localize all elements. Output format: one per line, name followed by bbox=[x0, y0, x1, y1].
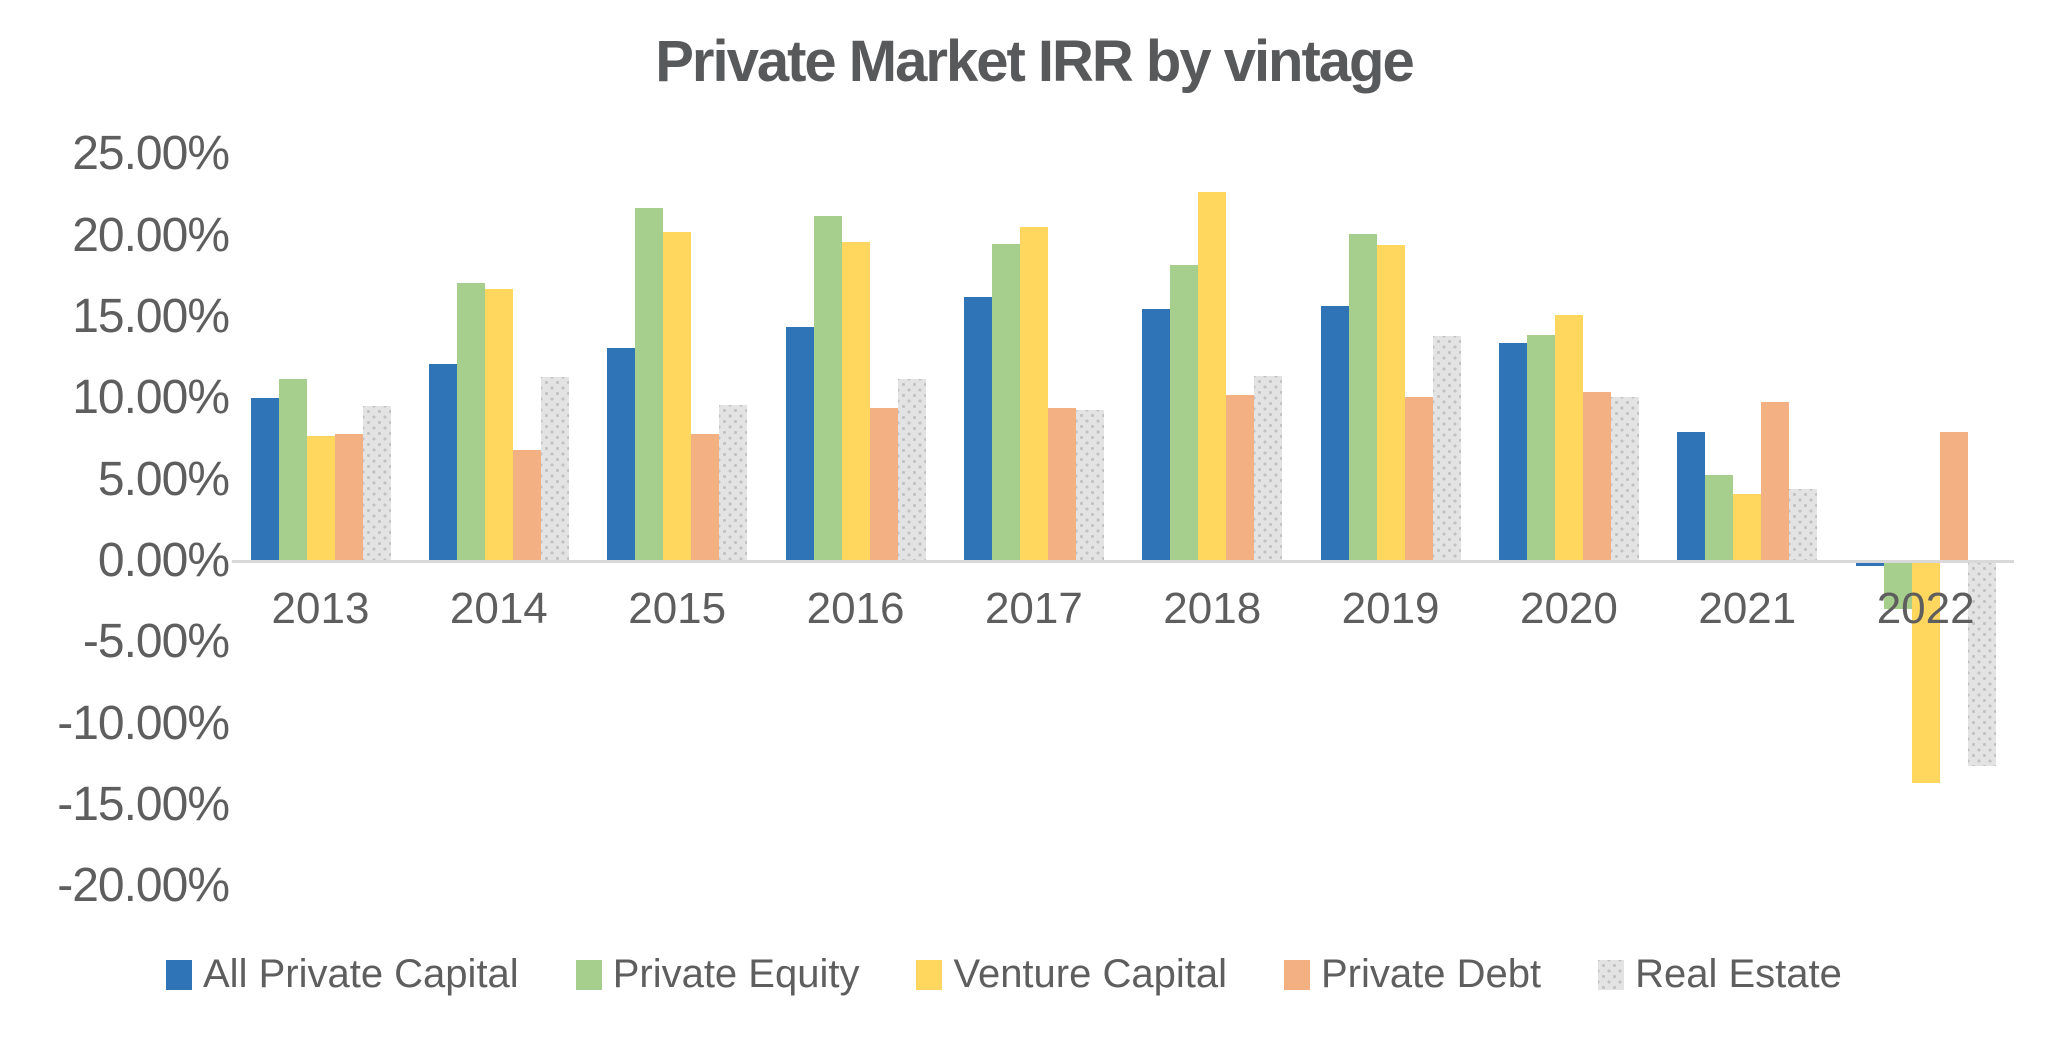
bar-venture-capital-2017 bbox=[1019, 227, 1048, 561]
x-axis-label-2013: 2013 bbox=[271, 584, 370, 633]
bar-real-estate-2017 bbox=[1075, 409, 1104, 561]
bar-venture-capital-2019 bbox=[1376, 245, 1405, 561]
bar-all-private-capital-2022 bbox=[1855, 563, 1884, 567]
y-axis-tick-label: 15.00% bbox=[72, 289, 230, 343]
bar-real-estate-2014 bbox=[540, 377, 569, 561]
bar-private-debt-2014 bbox=[512, 450, 541, 561]
bar-real-estate-2020 bbox=[1610, 396, 1639, 561]
y-axis-tick-label: -10.00% bbox=[57, 696, 230, 750]
x-axis-label-2018: 2018 bbox=[1163, 584, 1262, 633]
legend-label: All Private Capital bbox=[203, 952, 519, 996]
legend-swatch-icon bbox=[575, 959, 602, 990]
y-axis-tick-label: -20.00% bbox=[57, 859, 230, 913]
bar-all-private-capital-2019 bbox=[1320, 305, 1349, 561]
bar-private-debt-2017 bbox=[1047, 408, 1076, 561]
bar-all-private-capital-2013 bbox=[250, 398, 279, 561]
bar-private-equity-2014 bbox=[456, 282, 485, 561]
y-axis-tick-label: 20.00% bbox=[72, 208, 230, 262]
x-axis-label-2022: 2022 bbox=[1876, 584, 1975, 633]
bar-real-estate-2016 bbox=[897, 378, 926, 561]
bar-all-private-capital-2020 bbox=[1498, 342, 1527, 561]
legend-swatch-icon bbox=[166, 959, 192, 990]
y-axis-tick-label: 5.00% bbox=[97, 452, 230, 506]
legend: All Private Capital Private Equity Venture… bbox=[166, 952, 1842, 997]
y-axis-tick-label: -5.00% bbox=[82, 615, 230, 669]
legend-swatch-icon bbox=[916, 959, 943, 990]
x-axis-label-2015: 2015 bbox=[628, 584, 727, 633]
bar-real-estate-2013 bbox=[362, 406, 391, 561]
bar-all-private-capital-2017 bbox=[963, 297, 992, 561]
bar-private-equity-2017 bbox=[991, 243, 1020, 561]
x-axis-label-2019: 2019 bbox=[1341, 584, 1440, 633]
bar-real-estate-2018 bbox=[1254, 375, 1283, 561]
bar-private-equity-2016 bbox=[813, 216, 842, 561]
bar-all-private-capital-2014 bbox=[428, 364, 457, 561]
x-axis-label-2016: 2016 bbox=[806, 584, 905, 633]
bar-private-debt-2019 bbox=[1404, 396, 1433, 561]
bar-private-debt-2016 bbox=[869, 408, 898, 561]
bar-private-debt-2018 bbox=[1226, 395, 1255, 561]
y-axis-tick-label: 10.00% bbox=[72, 371, 230, 425]
bar-private-equity-2015 bbox=[635, 207, 664, 561]
bar-private-debt-2022 bbox=[1939, 432, 1968, 561]
bar-venture-capital-2014 bbox=[484, 289, 513, 561]
bar-all-private-capital-2018 bbox=[1142, 308, 1171, 561]
legend-item-real-estate: Real Estate bbox=[1598, 952, 1842, 997]
legend-label: Private Equity bbox=[612, 952, 860, 996]
legend-label: Private Debt bbox=[1320, 952, 1542, 996]
x-axis-label-2017: 2017 bbox=[984, 584, 1083, 633]
bar-real-estate-2015 bbox=[719, 404, 748, 561]
bar-real-estate-2021 bbox=[1789, 489, 1818, 561]
bar-all-private-capital-2015 bbox=[607, 347, 636, 561]
bar-private-equity-2021 bbox=[1705, 474, 1734, 561]
legend-item-venture-capital: Venture Capital bbox=[916, 952, 1227, 997]
bar-private-equity-2020 bbox=[1526, 334, 1555, 561]
bar-venture-capital-2013 bbox=[306, 435, 335, 561]
x-axis-line bbox=[232, 560, 2014, 563]
bar-private-equity-2018 bbox=[1170, 264, 1199, 561]
chart-title: Private Market IRR by vintage bbox=[655, 29, 1415, 94]
bar-private-debt-2021 bbox=[1761, 401, 1790, 561]
legend-item-all-private-capital: All Private Capital bbox=[166, 952, 519, 997]
x-axis-label-2014: 2014 bbox=[449, 584, 548, 633]
legend-item-private-equity: Private Equity bbox=[575, 952, 860, 997]
y-axis-tick-label: -15.00% bbox=[57, 778, 230, 832]
bar-venture-capital-2020 bbox=[1554, 315, 1583, 561]
bar-all-private-capital-2016 bbox=[785, 326, 814, 561]
bar-private-debt-2015 bbox=[691, 434, 720, 561]
legend-swatch-icon bbox=[1283, 959, 1310, 990]
bar-private-debt-2013 bbox=[334, 434, 363, 561]
bar-all-private-capital-2021 bbox=[1677, 432, 1706, 561]
legend-label: Real Estate bbox=[1635, 952, 1842, 996]
bar-venture-capital-2018 bbox=[1198, 191, 1227, 561]
bar-private-debt-2020 bbox=[1582, 391, 1611, 561]
x-axis-label-2021: 2021 bbox=[1698, 584, 1797, 633]
legend-swatch-icon bbox=[1598, 959, 1625, 990]
legend-item-private-debt: Private Debt bbox=[1283, 952, 1542, 997]
bar-private-equity-2019 bbox=[1348, 233, 1377, 561]
bar-private-equity-2022 bbox=[1883, 563, 1912, 609]
legend-label: Venture Capital bbox=[953, 952, 1227, 996]
bar-venture-capital-2015 bbox=[663, 232, 692, 561]
y-axis-tick-label: 0.00% bbox=[97, 534, 230, 587]
x-axis-label-2020: 2020 bbox=[1519, 584, 1618, 633]
bar-private-equity-2013 bbox=[278, 378, 307, 561]
bar-venture-capital-2021 bbox=[1733, 494, 1762, 561]
y-axis-tick-label: 25.00% bbox=[72, 127, 230, 181]
bar-venture-capital-2016 bbox=[841, 242, 870, 561]
bar-real-estate-2022 bbox=[1967, 563, 1996, 767]
bar-venture-capital-2022 bbox=[1911, 563, 1940, 783]
bar-real-estate-2019 bbox=[1432, 336, 1461, 561]
